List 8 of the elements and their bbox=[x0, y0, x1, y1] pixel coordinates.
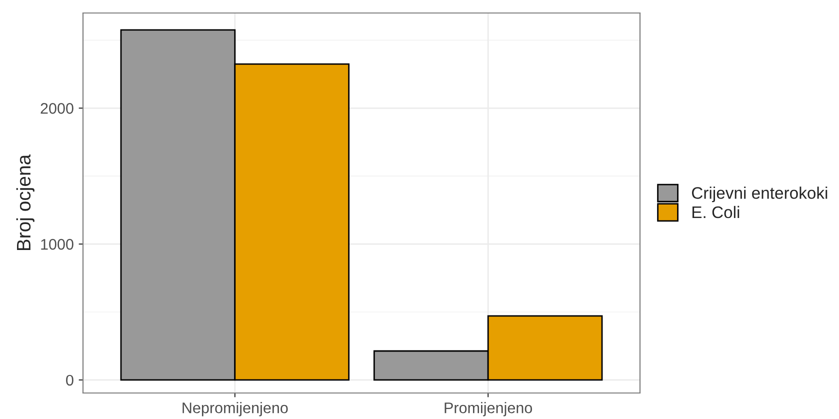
x-tick-label: Promijenjeno bbox=[444, 402, 532, 416]
y-tick-label: 1000 bbox=[41, 238, 74, 250]
legend-label: E. Coli bbox=[692, 206, 740, 218]
legend-label: Crijevni enterokoki bbox=[692, 186, 828, 202]
y-tick-label: 0 bbox=[66, 374, 74, 386]
x-tick-label: Nepromijenjeno bbox=[182, 402, 288, 416]
y-tick-label: 2000 bbox=[40, 103, 74, 114]
y-axis-title: Broj ocjena bbox=[16, 154, 34, 250]
